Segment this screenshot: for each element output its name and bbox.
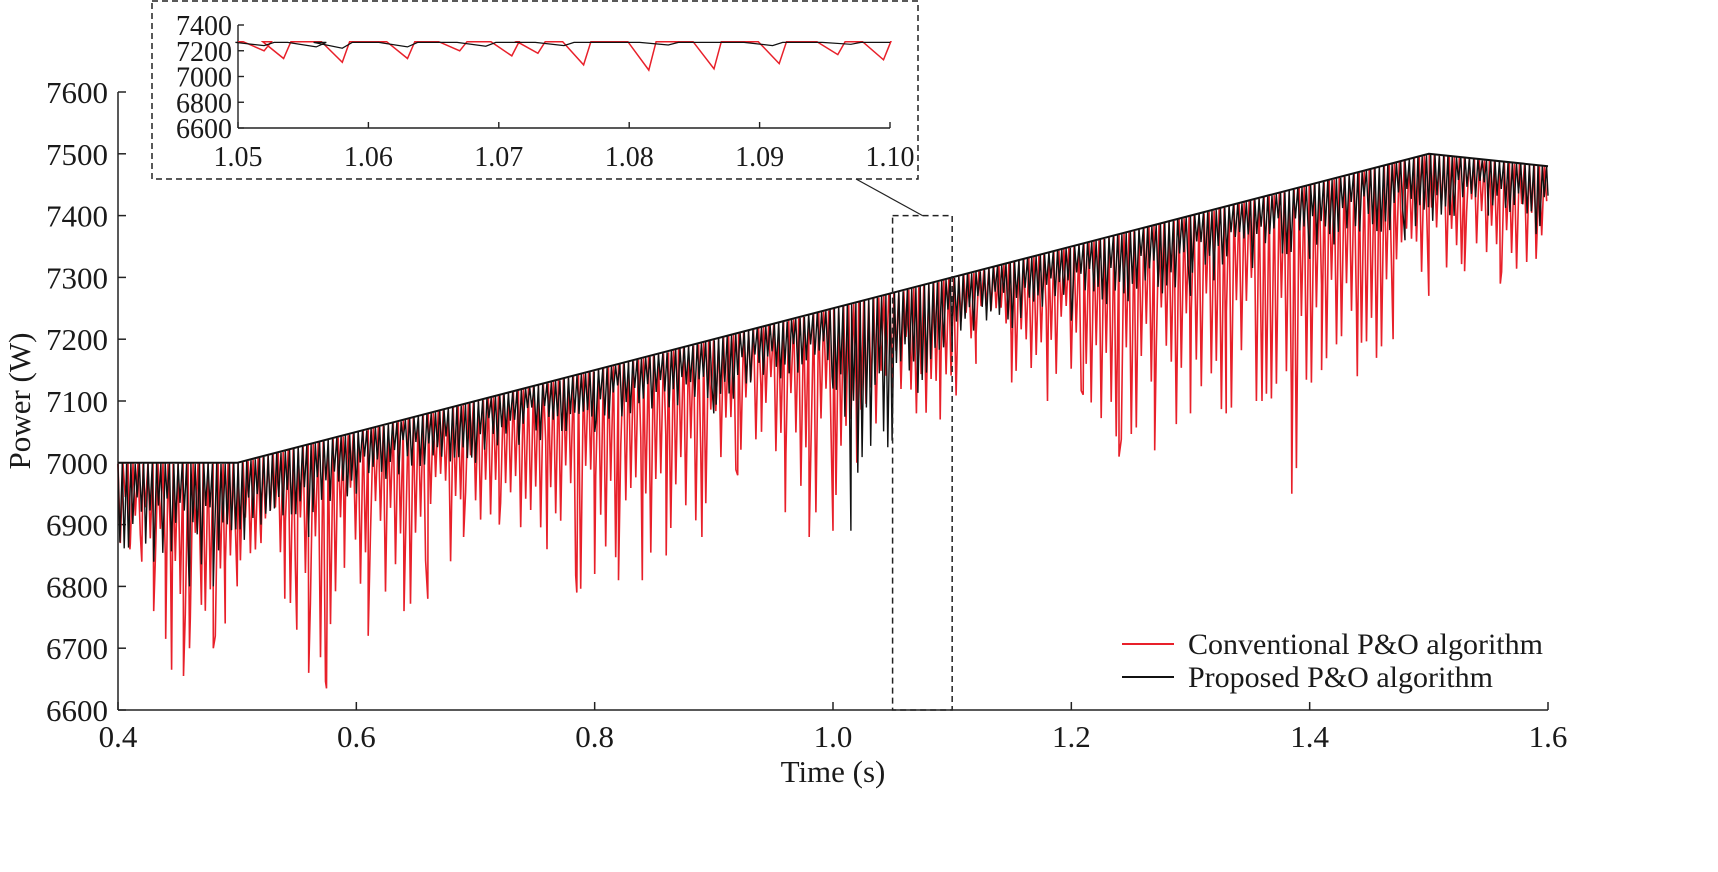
series-line-conventional	[117, 154, 1548, 689]
y-tick-label: 6700	[46, 631, 108, 666]
y-tick-label: 6600	[46, 693, 108, 728]
y-tick-label: 6900	[46, 508, 108, 543]
inset-connector-line	[855, 178, 923, 217]
x-tick-label: 0.8	[575, 719, 614, 754]
x-tick-label: 1.4	[1290, 719, 1329, 754]
main-plot-area: 0.4 0.6 0.8 1.0 1.2 1.4 1.6 6600 6700 6800 6900 700…	[2, 75, 1567, 789]
y-tick-label: 6800	[46, 569, 108, 604]
series-envelope-top	[118, 152, 1549, 464]
y-axis-label: Power (W)	[2, 333, 37, 470]
inset-y-tick-label: 7200	[176, 37, 232, 68]
inset-y-tick-label: 7400	[176, 11, 232, 42]
x-tick-label: 1.0	[814, 719, 853, 754]
x-tick-label: 1.6	[1529, 719, 1568, 754]
series-line-proposed	[117, 154, 1549, 587]
y-tick-label: 7100	[46, 384, 108, 419]
y-tick-label: 7200	[46, 322, 108, 357]
inset-y-tick-label: 6800	[176, 88, 232, 119]
inset-x-tick-label: 1.10	[866, 142, 915, 173]
inset-x-tick-label: 1.06	[344, 142, 393, 173]
inset-series-proposed	[235, 41, 890, 49]
inset-frame	[151, 0, 919, 180]
x-axis-label: Time (s)	[781, 754, 886, 789]
inset-y-tick-label: 7000	[176, 63, 232, 94]
zoom-region-box	[891, 214, 953, 711]
y-tick-label: 7500	[46, 137, 108, 172]
y-tick-label: 7300	[46, 260, 108, 295]
x-tick-label: 1.2	[1052, 719, 1091, 754]
inset-x-tick-label: 1.09	[735, 142, 784, 173]
inset-plot: 1.05 1.06 1.07 1.08 1.09 1.10 6600680070007200…	[151, 0, 923, 217]
x-tick-label: 0.6	[337, 719, 376, 754]
y-tick-label: 7400	[46, 199, 108, 234]
legend-label-proposed: Proposed P&O algorithm	[1188, 661, 1493, 694]
inset-series-conventional	[238, 40, 892, 72]
y-tick-label: 7600	[46, 75, 108, 110]
inset-x-tick-label: 1.08	[605, 142, 654, 173]
inset-x-tick-label: 1.07	[474, 142, 523, 173]
legend-label-conventional: Conventional P&O algorithm	[1188, 628, 1543, 661]
inset-y-tick-label: 6600	[176, 114, 232, 145]
inset-x-tick-label: 1.05	[214, 142, 263, 173]
x-tick-label: 0.4	[99, 719, 138, 754]
y-tick-label: 7000	[46, 446, 108, 481]
